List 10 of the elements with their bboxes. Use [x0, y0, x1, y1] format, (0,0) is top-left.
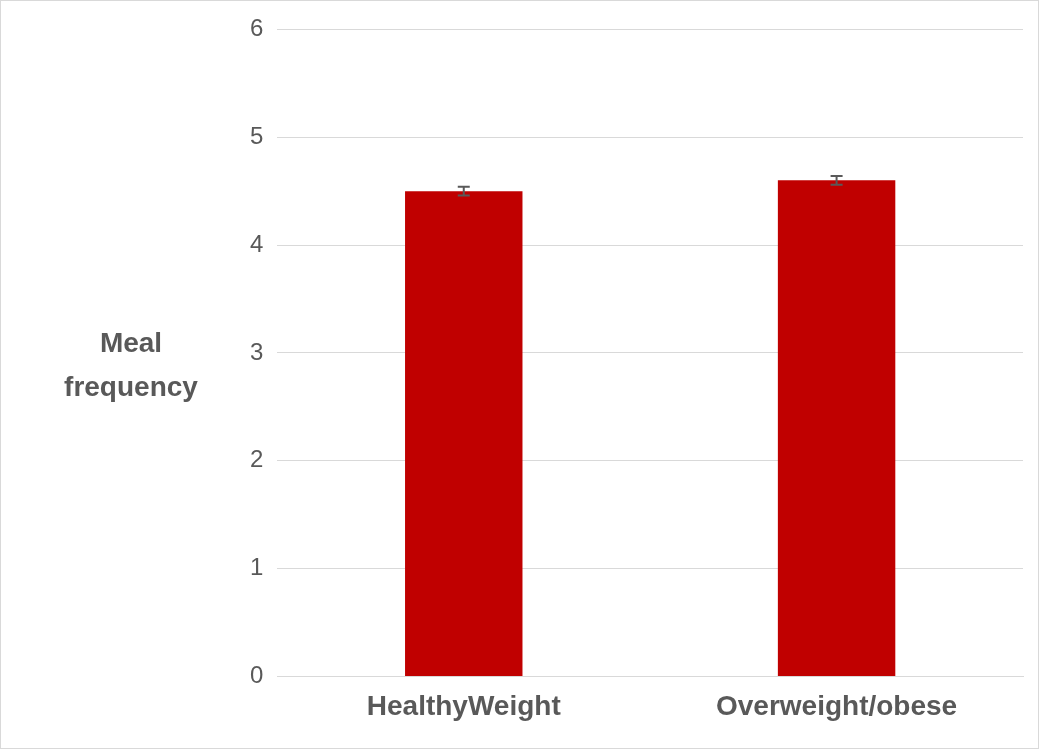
x-tick-label: Overweight/obese	[715, 689, 958, 721]
y-tick-label: 4	[249, 229, 264, 257]
y-axis-title: Meal frequency	[63, 326, 199, 404]
y-tick-label: 1	[249, 553, 264, 581]
x-tick-label: HealthyWeight	[366, 689, 561, 721]
y-tick-label: 2	[249, 445, 264, 473]
y-tick-label: 3	[249, 337, 264, 365]
y-tick-label: 0	[249, 661, 264, 689]
y-tick-label: 6	[249, 14, 264, 42]
y-tick-label: 5	[249, 121, 264, 149]
